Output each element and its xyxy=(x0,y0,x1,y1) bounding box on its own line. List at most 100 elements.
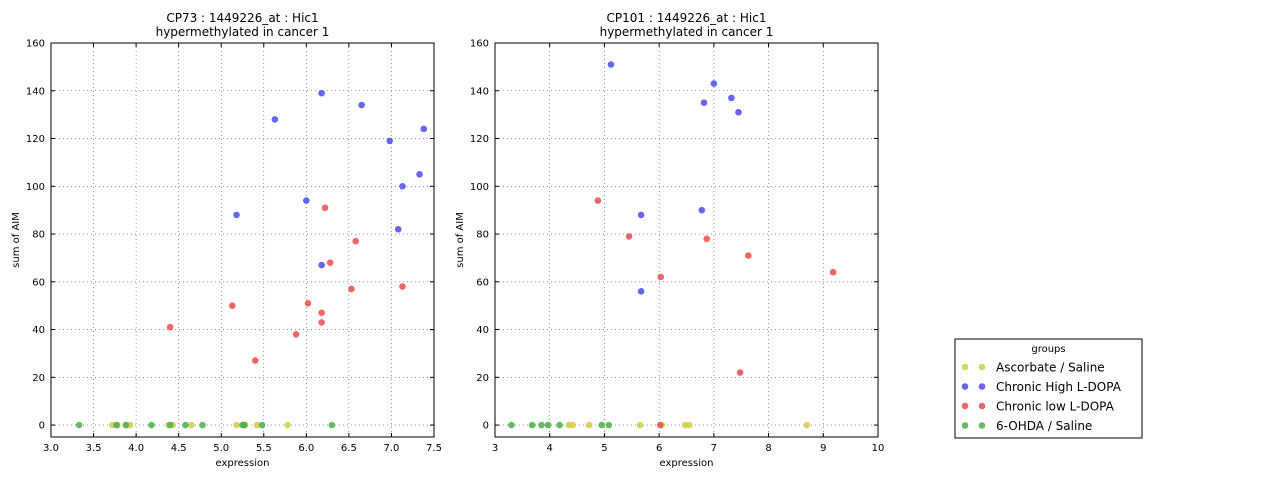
y-tick-label: 100 xyxy=(470,182,489,193)
data-point xyxy=(803,421,811,429)
y-tick-label: 80 xyxy=(476,230,489,241)
data-point xyxy=(352,237,359,245)
data-point xyxy=(735,108,742,116)
x-tick-label: 4 xyxy=(547,443,553,454)
data-point xyxy=(386,137,394,145)
data-point xyxy=(251,357,259,364)
x-tick-label: 10 xyxy=(872,443,885,454)
data-point xyxy=(304,299,312,307)
data-point xyxy=(594,197,602,204)
y-tick-label: 160 xyxy=(26,39,45,50)
legend-marker xyxy=(961,402,969,410)
y-tick-label: 20 xyxy=(32,373,45,384)
y-tick-label: 60 xyxy=(32,277,45,288)
data-point xyxy=(700,99,708,106)
legend-item-label: Chronic High L-DOPA xyxy=(996,380,1122,394)
data-point xyxy=(829,268,837,276)
data-point xyxy=(399,283,406,290)
y-tick-label: 100 xyxy=(26,182,45,193)
chart-title-line: hypermethylated in cancer 1 xyxy=(600,25,774,39)
data-point xyxy=(585,421,593,429)
data-point xyxy=(508,421,515,429)
data-point xyxy=(328,421,336,429)
series-6-ohda-saline xyxy=(75,421,336,429)
data-point xyxy=(228,302,236,309)
y-tick-label: 20 xyxy=(476,373,489,384)
data-point xyxy=(710,80,718,87)
legend-item-label: Ascorbate / Saline xyxy=(996,361,1105,375)
legend-marker xyxy=(978,383,986,390)
data-point xyxy=(685,421,693,429)
data-point xyxy=(182,421,189,429)
y-tick-label: 0 xyxy=(39,421,45,432)
data-point xyxy=(258,421,266,429)
data-point xyxy=(544,421,552,429)
legend: groups Ascorbate / Saline Chronic High L-D… xyxy=(954,338,1143,439)
legend-box xyxy=(954,338,1143,439)
data-point xyxy=(233,211,240,219)
plot-frame xyxy=(50,42,435,438)
x-tick-label: 7.0 xyxy=(383,443,399,454)
data-point xyxy=(420,125,428,133)
data-point xyxy=(556,421,563,429)
legend-marker xyxy=(978,363,986,371)
data-point xyxy=(253,421,261,429)
legend-marker xyxy=(961,422,969,429)
x-tick-label: 3 xyxy=(492,443,498,454)
x-tick-label: 5.0 xyxy=(213,443,229,454)
y-tick-label: 80 xyxy=(32,230,45,241)
y-tick-label: 60 xyxy=(476,277,489,288)
data-point xyxy=(240,421,248,429)
data-point xyxy=(233,421,240,429)
data-point xyxy=(321,204,329,212)
data-point xyxy=(199,421,206,429)
legend-marker xyxy=(961,383,969,390)
left-scatter-plot: 3.0 3.5 4.0 4.5 5.0 5.5 6.0 6.5 7.0 7.5 0 20 40 60 80 1… xyxy=(11,11,442,469)
series-chronic-low-l-dopa xyxy=(166,204,406,364)
data-point xyxy=(318,319,325,326)
x-axis-label: expression xyxy=(660,458,714,469)
data-point xyxy=(188,421,195,429)
x-tick-label: 6 xyxy=(656,443,662,454)
chart-title-line: CP101 : 1449226_at : Hic1 xyxy=(607,11,767,25)
data-point xyxy=(728,94,735,102)
legend-marker xyxy=(978,422,986,429)
y-tick-label: 40 xyxy=(476,325,489,336)
chart-title-line: CP73 : 1449226_at : Hic1 xyxy=(166,11,318,25)
x-axis-label: expression xyxy=(216,458,270,469)
x-tick-label: 7.5 xyxy=(426,443,442,454)
data-point xyxy=(303,197,310,204)
x-tick-label: 6.0 xyxy=(298,443,314,454)
x-tick-label: 4.5 xyxy=(171,443,187,454)
legend-title: groups xyxy=(1031,344,1065,355)
x-tick-label: 3.5 xyxy=(86,443,102,454)
x-tick-label: 4.0 xyxy=(128,443,144,454)
data-point xyxy=(745,252,752,259)
series-chronic-low-l-dopa xyxy=(594,197,837,429)
data-point xyxy=(605,421,613,429)
x-tick-label: 8 xyxy=(765,443,771,454)
y-tick-label: 140 xyxy=(26,86,45,97)
data-point xyxy=(657,273,665,281)
data-point xyxy=(394,225,402,233)
y-tick-label: 120 xyxy=(470,134,489,145)
legend-marker xyxy=(978,402,986,410)
data-point xyxy=(538,421,545,429)
data-point xyxy=(166,323,174,331)
data-point xyxy=(703,235,711,243)
data-point xyxy=(399,182,406,190)
data-point xyxy=(284,421,291,429)
x-tick-label: 9 xyxy=(820,443,826,454)
x-tick-label: 7 xyxy=(711,443,717,454)
data-point xyxy=(348,285,355,293)
data-point xyxy=(637,211,645,219)
y-tick-label: 160 xyxy=(470,39,489,50)
data-point xyxy=(318,261,325,269)
data-point xyxy=(528,421,536,429)
data-point xyxy=(271,116,279,123)
data-point xyxy=(292,331,300,338)
data-point xyxy=(569,421,576,429)
data-point xyxy=(75,421,83,429)
x-tick-label: 6.5 xyxy=(341,443,357,454)
